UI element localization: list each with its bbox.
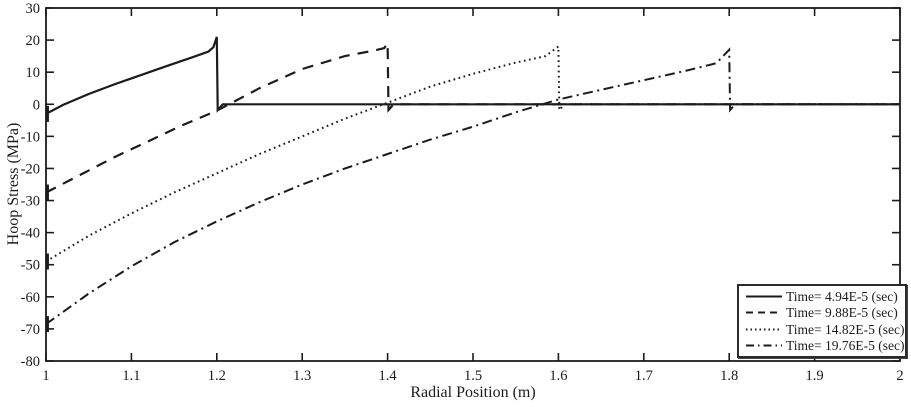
legend-item: Time= 14.82E-5 (sec) — [745, 321, 905, 337]
y-tick-label: 10 — [26, 65, 41, 81]
legend-item: Time= 4.94E-5 (sec) — [745, 288, 901, 304]
x-tick-label: 1.8 — [720, 368, 738, 384]
y-tick-label: 30 — [26, 1, 41, 17]
x-tick-label: 1.9 — [806, 368, 824, 384]
legend-label: Time= 19.76E-5 (sec) — [786, 338, 905, 353]
x-tick-label: 1.6 — [549, 368, 567, 384]
legend-line-sample-dashed — [746, 311, 782, 314]
x-tick-label: 1 — [42, 368, 49, 384]
y-tick-label: -80 — [21, 354, 40, 370]
legend-label: Time= 14.82E-5 (sec) — [786, 321, 905, 337]
y-tick-label: -30 — [21, 194, 40, 210]
x-tick-label: 1.7 — [635, 368, 653, 384]
x-axis-title: Radial Position (m) — [410, 384, 536, 401]
y-tick-label: -50 — [21, 258, 40, 274]
series-line-solid — [45, 36, 900, 115]
y-tick-label: 0 — [33, 97, 40, 113]
y-tick-label: -10 — [21, 129, 40, 145]
legend-item: Time= 9.88E-5 (sec) — [745, 306, 901, 320]
x-tick-label: 1.4 — [379, 368, 398, 384]
y-axis-title: Hoop Stress (MPa) — [5, 122, 22, 246]
y-tick-label: -60 — [21, 290, 40, 306]
legend-item: Time= 19.76E-5 (sec) — [745, 338, 905, 353]
y-tick-label: 20 — [26, 33, 41, 49]
series-line-dotted — [45, 44, 900, 263]
legend-line-sample-dashdot — [746, 344, 782, 347]
legend: Time= 4.94E-5 (sec) Time= 9.88E-5 (sec) Ti… — [737, 284, 907, 358]
series-line-dashdot — [45, 47, 900, 325]
legend-line-sample-dotted — [746, 328, 782, 331]
x-tick-label: 1.1 — [122, 368, 140, 384]
x-tick-label: 1.5 — [464, 368, 482, 384]
y-tick-label: -20 — [21, 161, 40, 177]
x-tick-label: 2 — [896, 368, 903, 384]
x-tick-label: 1.2 — [208, 368, 226, 384]
legend-line-sample-solid — [746, 295, 782, 298]
series-line-dashed — [45, 39, 900, 194]
x-tick-label: 1.3 — [293, 368, 311, 384]
legend-label: Time= 4.94E-5 (sec) — [786, 288, 898, 304]
y-tick-label: -40 — [21, 226, 40, 242]
y-tick-label: -70 — [21, 322, 40, 338]
legend-label: Time= 9.88E-5 (sec) — [786, 305, 898, 320]
